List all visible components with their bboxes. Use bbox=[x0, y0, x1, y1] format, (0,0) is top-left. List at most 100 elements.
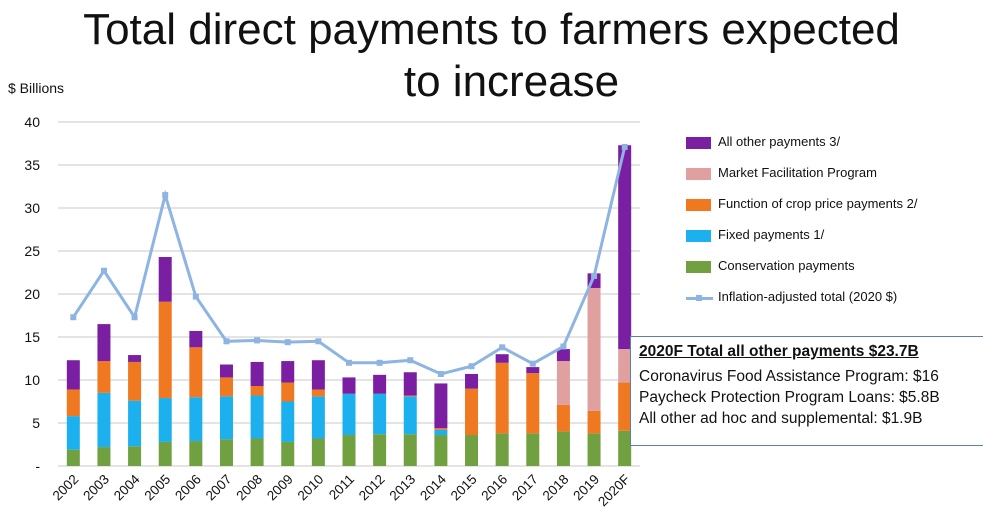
bar-segment bbox=[311, 396, 325, 439]
legend-swatch bbox=[686, 261, 711, 273]
bar-segment bbox=[158, 441, 172, 466]
y-tick-label: 35 bbox=[24, 157, 40, 173]
line-point bbox=[468, 363, 475, 370]
legend-label: Function of crop price payments 2/ bbox=[718, 196, 918, 211]
bar-segment bbox=[403, 396, 417, 435]
line-point bbox=[560, 343, 567, 350]
y-tick-label: 30 bbox=[24, 200, 40, 216]
bar-segment bbox=[281, 361, 295, 383]
x-tick-label: 2009 bbox=[264, 472, 296, 504]
bar-segment bbox=[342, 393, 356, 436]
y-tick-label: 25 bbox=[24, 243, 40, 259]
title-line-2: to increase bbox=[403, 57, 620, 106]
x-tick-label: 2006 bbox=[172, 472, 204, 504]
bar-segment bbox=[495, 362, 509, 434]
line-point bbox=[223, 338, 230, 345]
line-point bbox=[315, 338, 322, 345]
bar-segment bbox=[158, 257, 172, 302]
x-tick-label: 2010 bbox=[295, 472, 327, 504]
bar-segment bbox=[587, 433, 601, 466]
legend-line-swatch bbox=[686, 295, 713, 301]
x-tick-label: 2017 bbox=[509, 472, 541, 504]
line-point bbox=[254, 337, 261, 344]
x-tick-label: 2004 bbox=[111, 471, 143, 503]
bar-segment bbox=[97, 447, 111, 466]
x-tick-label: 2020F bbox=[595, 472, 633, 510]
bar-segment bbox=[250, 438, 264, 466]
bar-segment bbox=[250, 386, 264, 396]
bar-segment bbox=[434, 429, 448, 436]
x-tick-label: 2012 bbox=[356, 472, 388, 504]
y-tick-label: - bbox=[35, 458, 40, 474]
chart-title: Total direct payments to farmers expecte… bbox=[0, 4, 983, 108]
line-point bbox=[499, 344, 506, 351]
x-tick-label: 2014 bbox=[417, 471, 449, 503]
inflation-adjusted-line bbox=[72, 146, 627, 376]
bar-segment bbox=[373, 393, 387, 435]
bar-segment bbox=[434, 383, 448, 429]
bar-segment bbox=[97, 392, 111, 448]
line-point bbox=[284, 339, 291, 346]
legend-label: Inflation-adjusted total (2020 $) bbox=[718, 289, 898, 304]
y-tick-label: 15 bbox=[24, 329, 40, 345]
bar-segment bbox=[556, 404, 570, 432]
bar-segment bbox=[403, 434, 417, 466]
bar-segment bbox=[342, 435, 356, 466]
bar-segment bbox=[66, 449, 80, 466]
note-line: All other ad hoc and supplemental: $1.9B bbox=[639, 410, 923, 427]
bar-segment bbox=[465, 388, 479, 436]
line-point bbox=[162, 192, 169, 199]
bar-segment bbox=[587, 287, 601, 411]
bar-segment bbox=[66, 389, 80, 417]
bar-segment bbox=[618, 349, 632, 383]
y-tick-label: 20 bbox=[24, 286, 40, 302]
x-tick-label: 2005 bbox=[141, 472, 173, 504]
legend-label: Fixed payments 1/ bbox=[718, 227, 825, 242]
bar-segment bbox=[219, 377, 233, 397]
legend-swatch bbox=[686, 230, 711, 242]
bar-segment bbox=[311, 360, 325, 390]
x-tick-label: 2015 bbox=[448, 472, 480, 504]
line-point bbox=[376, 359, 383, 366]
bar-segment bbox=[403, 372, 417, 396]
bar-segment bbox=[434, 428, 448, 430]
bar-segment bbox=[128, 446, 142, 466]
bar-segment bbox=[556, 361, 570, 405]
bar-segment bbox=[189, 347, 203, 398]
bar-segment bbox=[250, 361, 264, 387]
line-point bbox=[529, 360, 536, 367]
note-line: Coronavirus Food Assistance Program: $16 bbox=[639, 368, 939, 385]
line-point bbox=[70, 314, 77, 321]
bar-segment bbox=[250, 395, 264, 439]
bar-segment bbox=[158, 398, 172, 442]
y-tick-label: 5 bbox=[32, 415, 40, 431]
bar-segment bbox=[556, 349, 570, 362]
legend-label: Conservation payments bbox=[718, 258, 855, 273]
legend-label: Market Facilitation Program bbox=[718, 165, 877, 180]
bar-segment bbox=[526, 367, 540, 374]
bar-segment bbox=[189, 330, 203, 348]
bar-segment bbox=[373, 434, 387, 466]
bar-segment bbox=[66, 360, 80, 390]
x-tick-label: 2008 bbox=[233, 472, 265, 504]
legend-swatch bbox=[686, 168, 711, 180]
title-line-1: Total direct payments to farmers expecte… bbox=[83, 5, 900, 54]
bar-segment bbox=[434, 435, 448, 466]
bar-segment bbox=[465, 373, 479, 389]
y-axis-label: $ Billions bbox=[8, 80, 64, 96]
x-tick-label: 2013 bbox=[387, 472, 419, 504]
bar-segment bbox=[618, 430, 632, 466]
x-tick-label: 2018 bbox=[540, 472, 572, 504]
bar-segment bbox=[219, 439, 233, 466]
bar-segment bbox=[281, 401, 295, 442]
legend-label: All other payments 3/ bbox=[718, 134, 841, 149]
bar-segment bbox=[189, 397, 203, 442]
bar-segment bbox=[618, 145, 632, 350]
x-tick-label: 2016 bbox=[478, 472, 510, 504]
bar-segment bbox=[403, 395, 417, 397]
line-point bbox=[131, 314, 138, 321]
legend-swatch bbox=[686, 137, 711, 149]
bar-segment bbox=[97, 361, 111, 393]
bar-segment bbox=[587, 410, 601, 434]
